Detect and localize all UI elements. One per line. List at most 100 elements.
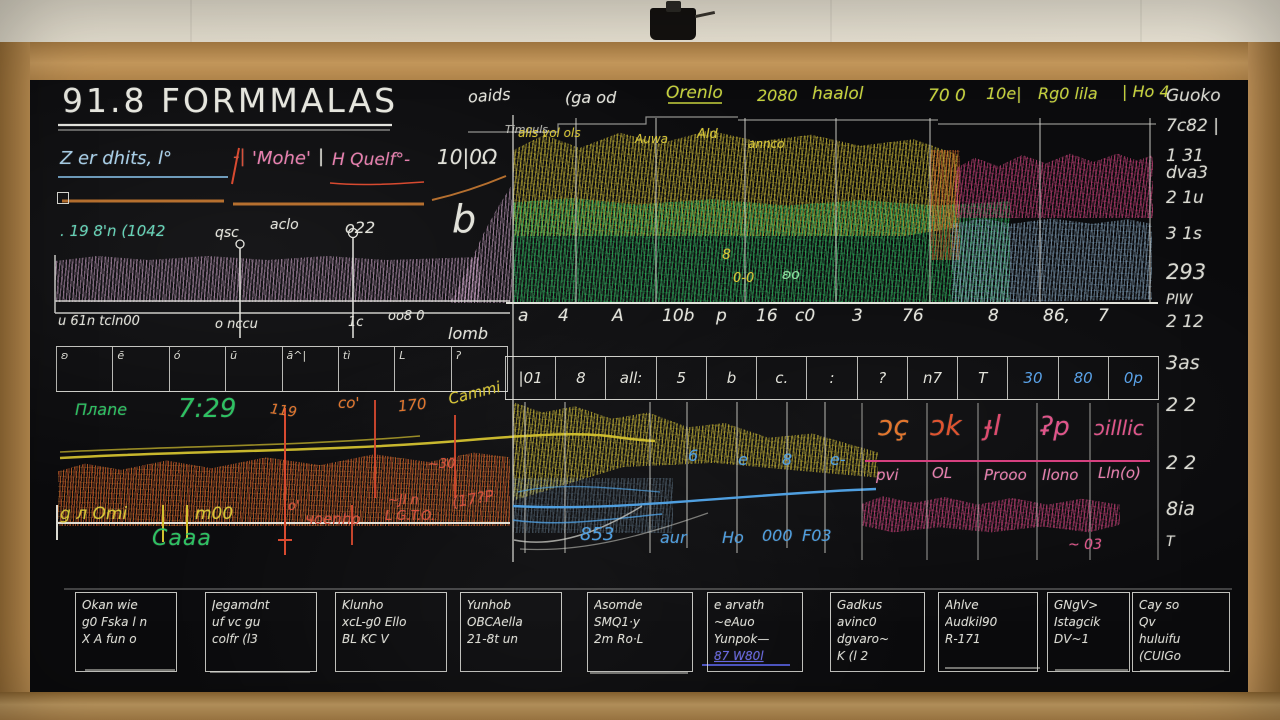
frame-bottom [0, 692, 1280, 720]
blue-label: F03 [802, 526, 832, 545]
table-cell: 80 [1059, 357, 1109, 399]
strip-cell: ʔ [452, 347, 508, 391]
note-line: colfr (l3 [212, 632, 258, 646]
note-box: Yunhob OBCAellа 21-8t un [460, 592, 562, 672]
note-box: Ahlve Audkil90 R-171 [938, 592, 1038, 672]
blue-glyph: e- [830, 450, 846, 469]
axis-tick: 86, [1043, 306, 1071, 326]
red-chart-label: g л Omi [60, 504, 128, 524]
margin-note: PIW [1166, 292, 1193, 308]
frame-left [0, 42, 30, 720]
pink-table-note: ~ 03 [1068, 537, 1102, 553]
orange-label: co' [338, 394, 360, 412]
note-box: Okan wie g0 Fska l n X A fun o [75, 592, 177, 672]
note-box: Klunho xcL-g0 Ello BL KC V [335, 592, 447, 672]
blue-label: Ho [722, 528, 744, 547]
axis-tick: 3 [852, 306, 863, 326]
scribble: aclo [270, 217, 299, 233]
note-line: 87 W80l [714, 649, 764, 663]
pink-table-cell: Prooo [984, 466, 1027, 484]
note-line: R-171 [945, 632, 981, 646]
blue-glyph: e [738, 450, 748, 469]
note-line: Jegamdnt [212, 598, 270, 612]
note-line: Cay so [1139, 598, 1180, 612]
top-scribble: Rg0 lila [1038, 84, 1098, 103]
note-line: DV~1 [1054, 632, 1090, 646]
note-line: Gadkus [837, 598, 883, 612]
red-chart-label: o' [288, 499, 300, 514]
note-line: ~eAuo [714, 615, 755, 629]
wall-seam [190, 0, 192, 50]
note-box: Jegamdnt uf vc gu colfr (l3 [205, 592, 317, 672]
margin-note: 3as [1166, 352, 1200, 374]
note-line: BL KC V [342, 632, 389, 646]
note-box: e arvath ~eAuo Yunpok— 87 W80l [707, 592, 803, 672]
left-table-strip: ʚ ē ó ū ā^| tì L ʔ [56, 346, 508, 392]
strip-cell: ē [113, 347, 170, 391]
table-cell: 0p [1109, 357, 1160, 399]
pink-table-header: ɔk [930, 409, 962, 442]
note-line: SMQ1·y [594, 615, 640, 629]
axis-tick: 7 [1098, 306, 1109, 326]
table-cell: n7 [908, 357, 959, 399]
axis-tick: 4 [558, 306, 569, 326]
red-chart-label: ~Jl n [388, 493, 419, 508]
red-chart-label: чоеnho [305, 510, 361, 528]
formula-part: 'Mohe' [252, 148, 311, 169]
green-label: 7:29 [178, 394, 237, 424]
margin-note: 293 [1166, 260, 1207, 284]
blue-label: 853 [580, 524, 615, 545]
strip-cell: ā^| [283, 347, 339, 391]
note-line: Audkil90 [945, 615, 998, 629]
note-line: OBCAellа [467, 615, 523, 629]
margin-note: 2 2 [1166, 394, 1197, 416]
margin-note: 2 2 [1166, 452, 1197, 474]
red-chart-label: L G.T.O. [385, 509, 435, 524]
table-cell: all: [606, 357, 657, 399]
top-scribble-small: Timouls [505, 123, 548, 136]
orange-label: 170 [397, 394, 428, 416]
note-line: 21-8t un [467, 632, 518, 646]
pink-table-header: ʡp [1040, 412, 1070, 442]
strip-cell: ū [226, 347, 283, 391]
note-line: K (l 2 [837, 649, 869, 663]
formula-part: H Quelf°- [332, 150, 411, 170]
axis-scribble: o nccu [215, 317, 258, 332]
table-cell: 5 [657, 357, 707, 399]
note-line: 2m Ro·L [594, 632, 644, 646]
axis-tick: a [518, 306, 529, 326]
note-line: uf vc gu [212, 615, 261, 629]
strip-cell: L [395, 347, 452, 391]
band-annotation: alis vol ols [518, 126, 581, 140]
teal-scribble: . 19 8'n (1042 [60, 222, 166, 240]
note-line: Istagcik [1054, 615, 1101, 629]
strip-cell: tì [339, 347, 396, 391]
top-scribble: 10e| [986, 84, 1022, 103]
margin-note: 8ia [1166, 498, 1196, 520]
pink-table-cell: OL [932, 464, 953, 482]
margin-note: T [1166, 534, 1175, 550]
note-line: Okan wie [82, 598, 138, 612]
formula-part: Z er dhits, l° [60, 148, 172, 169]
frame-top [0, 42, 1280, 80]
table-cell: 30 [1008, 357, 1059, 399]
formula-glyph: b [452, 197, 477, 241]
band-annotation: annco [748, 137, 785, 151]
axis-tick: 8 [988, 306, 999, 326]
axis-tick: 16 [756, 306, 778, 326]
green-label: Плane [75, 400, 128, 419]
note-line: X A fun o [82, 632, 137, 646]
note-line: Ahlve [945, 598, 979, 612]
table-cell: T [958, 357, 1009, 399]
axis-scribble: u 61n tcln00 [58, 314, 140, 329]
margin-note: 7c82 | [1166, 116, 1219, 136]
margin-note: dva3 [1166, 163, 1209, 183]
band-annotation: 8 [722, 247, 731, 263]
axis-tick: A [612, 306, 624, 326]
note-line: g0 Fska l n [82, 615, 148, 629]
note-line: (CUIGo [1139, 649, 1182, 663]
wall-seam [1140, 0, 1142, 50]
red-chart-label: ~30 [428, 457, 456, 472]
table-cell: : [807, 357, 858, 399]
scribble: o22 [345, 218, 376, 237]
